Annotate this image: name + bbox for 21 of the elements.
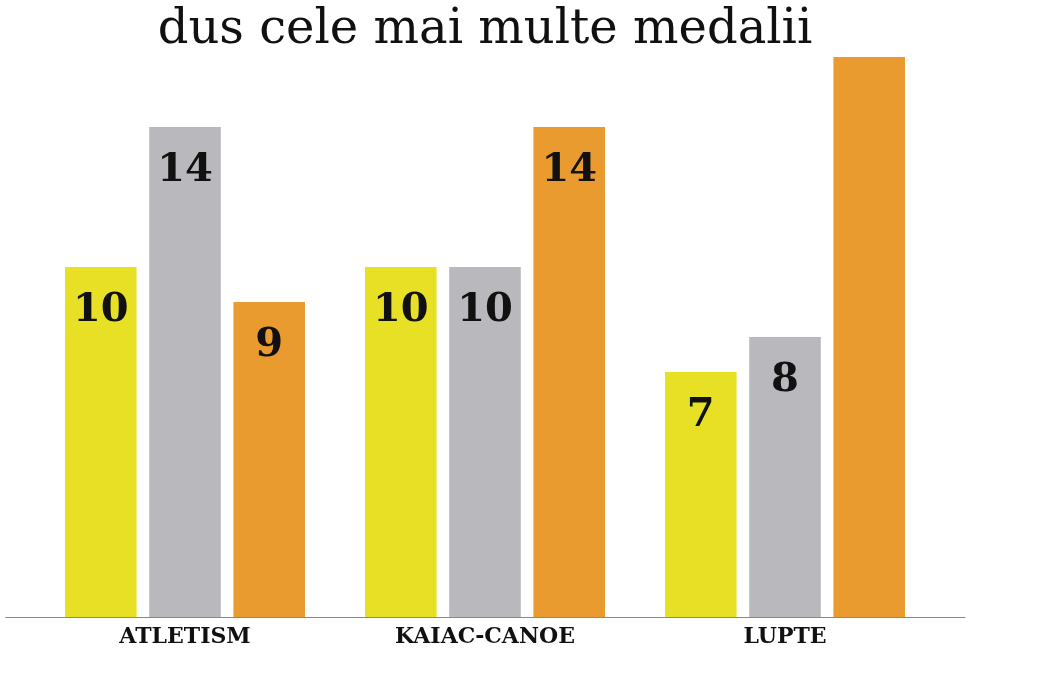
bar: [149, 127, 221, 617]
bar: [233, 302, 305, 617]
data-label: 10: [457, 283, 513, 330]
data-label: 8: [771, 353, 799, 400]
bar: [749, 337, 821, 617]
bar: [65, 267, 137, 617]
data-label: 14: [157, 143, 213, 190]
bar: [449, 267, 521, 617]
x-tick-label: ATLETISM: [118, 621, 251, 648]
data-label: 10: [372, 283, 429, 330]
data-label: 10: [72, 283, 129, 330]
bar: [365, 267, 437, 617]
bar: [833, 57, 905, 617]
bar: [533, 127, 605, 617]
data-label: 14: [541, 143, 598, 190]
data-label: 9: [255, 318, 284, 365]
x-tick-label: LUPTE: [743, 621, 827, 648]
data-label: 7: [686, 388, 715, 435]
bar: [665, 372, 737, 617]
chart-title: dus cele mai multe medalii: [157, 0, 813, 54]
x-tick-label: KAIAC-CANOE: [395, 621, 575, 648]
